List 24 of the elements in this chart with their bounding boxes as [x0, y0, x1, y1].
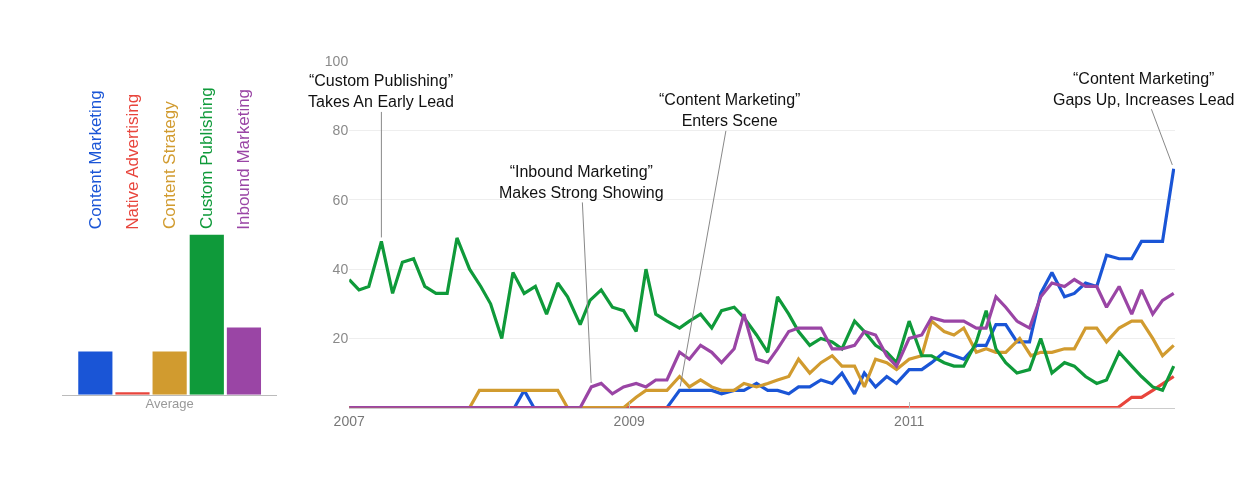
- y-tick-label: 100: [324, 53, 349, 70]
- x-tick-label: Content Marketing: [85, 90, 105, 230]
- x-tick-label: Inbound Marketing: [234, 88, 254, 230]
- y-tick-label: 40: [332, 261, 349, 278]
- x-tick-label: Content Strategy: [160, 100, 180, 229]
- annotation: “Custom Publishing” Takes An Early Lead: [308, 72, 454, 110]
- y-tick-label: 20: [332, 330, 349, 347]
- x-tick-label: Native Advertising: [123, 93, 143, 230]
- y-tick-label: 60: [332, 191, 349, 208]
- bar: [152, 351, 187, 395]
- annotation: “Content Marketing” Gaps Up, Increases Lead: [1053, 70, 1235, 108]
- x-tick-label: 2009: [613, 412, 645, 429]
- x-axis-title: Average: [145, 396, 194, 412]
- annotation: “Content Marketing” Enters Scene: [659, 91, 801, 129]
- bar: [226, 327, 262, 395]
- x-tick-label: 2007: [333, 412, 365, 429]
- line-series: [349, 236, 1176, 392]
- y-tick-label: 80: [332, 122, 349, 139]
- x-tick-label: Custom Publishing: [197, 87, 217, 230]
- bar: [78, 351, 113, 395]
- bar: [189, 234, 224, 395]
- x-tick-label: 2011: [894, 412, 925, 429]
- line-series: [349, 277, 1176, 408]
- annotation: “Inbound Marketing” Makes Strong Showing: [499, 163, 664, 201]
